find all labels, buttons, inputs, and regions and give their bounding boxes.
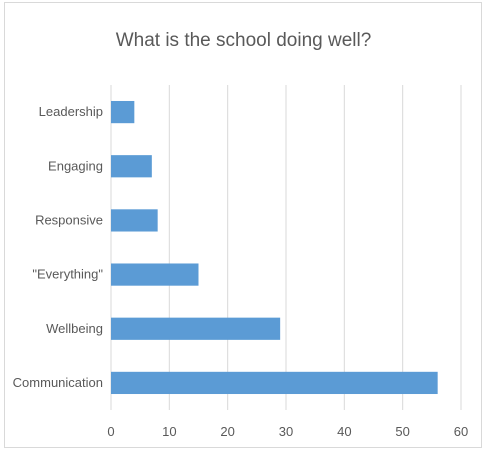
x-tick-label: 40	[337, 424, 351, 439]
x-tick-label: 60	[454, 424, 468, 439]
bar	[111, 155, 152, 178]
x-tick-label: 50	[395, 424, 409, 439]
category-label: Engaging	[48, 158, 103, 173]
chart-title: What is the school doing well?	[115, 30, 372, 51]
x-tick-label: 30	[279, 424, 293, 439]
bar	[111, 317, 281, 340]
x-tick-label: 20	[220, 424, 234, 439]
category-label: Leadership	[39, 104, 103, 119]
x-tick-label: 0	[107, 424, 114, 439]
category-label: "Everything"	[32, 267, 103, 282]
bar	[111, 100, 135, 124]
bar	[111, 209, 158, 232]
x-tick-label: 10	[162, 424, 176, 439]
bar	[111, 263, 199, 286]
category-label: Communication	[13, 375, 103, 390]
category-label: Responsive	[35, 212, 103, 227]
category-label: Wellbeing	[46, 321, 103, 336]
bar	[111, 371, 438, 395]
